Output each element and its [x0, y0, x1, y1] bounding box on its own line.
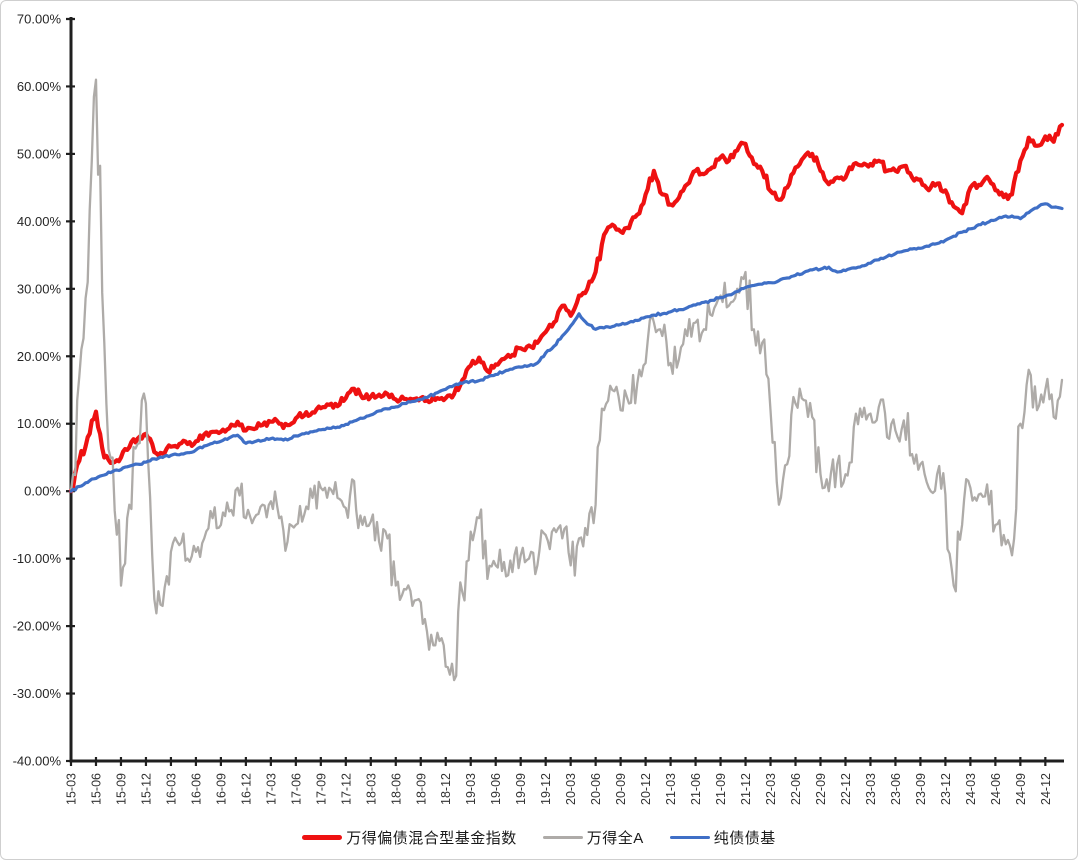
x-tick-label: 15-06	[89, 773, 103, 805]
x-tick-label: 18-12	[439, 773, 453, 805]
x-tick-label: 18-03	[364, 773, 378, 805]
x-tick-label: 16-03	[164, 773, 178, 805]
x-tick-label: 23-09	[914, 773, 928, 805]
y-tick-label: 0.00%	[24, 484, 61, 499]
x-tick-label: 20-09	[614, 773, 628, 805]
x-tick-label: 15-03	[65, 773, 79, 805]
x-tick-label: 16-09	[214, 773, 228, 805]
x-tick-label: 23-06	[889, 773, 903, 805]
x-tick-label: 23-12	[939, 773, 953, 805]
x-tick-label: 22-03	[764, 773, 778, 805]
series-line-hybrid-fund-index	[68, 122, 1065, 494]
legend-label-pure-bond-fund: 纯债债基	[713, 830, 776, 847]
x-tick-label: 17-09	[314, 773, 328, 805]
y-tick-label: 40.00%	[17, 214, 62, 229]
x-tick-label: 20-12	[639, 773, 653, 805]
x-tick-label: 16-12	[239, 773, 253, 805]
x-tick-label: 21-09	[714, 773, 728, 805]
legend-item-hybrid-fund-index: 万得偏债混合型基金指数	[302, 827, 517, 848]
x-tick-label: 17-12	[339, 773, 353, 805]
legend-line-red	[302, 835, 343, 840]
legend-label-wind-all-a: 万得全A	[586, 830, 644, 847]
legend-line-blue	[669, 835, 710, 840]
x-tick-label: 24-06	[989, 773, 1003, 805]
x-tick-label: 15-12	[139, 773, 153, 805]
x-tick-label: 19-06	[489, 773, 503, 805]
x-tick-label: 19-12	[539, 773, 553, 805]
y-tick-label: -20.00%	[13, 619, 62, 634]
chart-legend: 万得偏债混合型基金指数 万得全A 纯债债基	[1, 827, 1077, 848]
legend-line-gray	[542, 836, 583, 839]
x-tick-label: 22-09	[814, 773, 828, 805]
x-tick-label: 19-03	[464, 773, 478, 805]
series-line-wind-all-a	[69, 78, 1064, 682]
x-tick-label: 21-12	[739, 773, 753, 805]
x-tick-label: 18-09	[414, 773, 428, 805]
x-tick-label: 19-09	[514, 773, 528, 805]
x-tick-label: 24-03	[964, 773, 978, 805]
y-tick-label: -10.00%	[13, 551, 62, 566]
x-tick-label: 24-12	[1039, 773, 1053, 805]
y-tick-label: 60.00%	[17, 79, 62, 94]
x-tick-label: 22-12	[839, 773, 853, 805]
legend-item-pure-bond-fund: 纯债债基	[669, 827, 776, 848]
x-tick-label: 17-06	[289, 773, 303, 805]
x-tick-label: 16-06	[189, 773, 203, 805]
y-tick-label: 20.00%	[17, 349, 62, 364]
y-tick-label: 70.00%	[17, 12, 62, 27]
x-tick-label: 20-03	[564, 773, 578, 805]
x-tick-label: 22-06	[789, 773, 803, 805]
y-tick-label: 30.00%	[17, 281, 62, 296]
x-tick-label: 20-06	[589, 773, 603, 805]
x-tick-label: 18-06	[389, 773, 403, 805]
x-tick-label: 15-09	[114, 773, 128, 805]
y-tick-label: -40.00%	[13, 754, 62, 769]
legend-label-hybrid-fund-index: 万得偏债混合型基金指数	[346, 830, 517, 847]
x-tick-label: 21-03	[664, 773, 678, 805]
x-tick-label: 23-03	[864, 773, 878, 805]
x-tick-label: 17-03	[264, 773, 278, 805]
legend-item-wind-all-a: 万得全A	[542, 827, 644, 848]
y-tick-label: -30.00%	[13, 686, 62, 701]
x-tick-label: 21-06	[689, 773, 703, 805]
series-line-pure-bond-fund	[69, 202, 1064, 493]
y-tick-label: 10.00%	[17, 416, 62, 431]
y-tick-label: 50.00%	[17, 146, 62, 161]
x-tick-label: 24-09	[1014, 773, 1028, 805]
